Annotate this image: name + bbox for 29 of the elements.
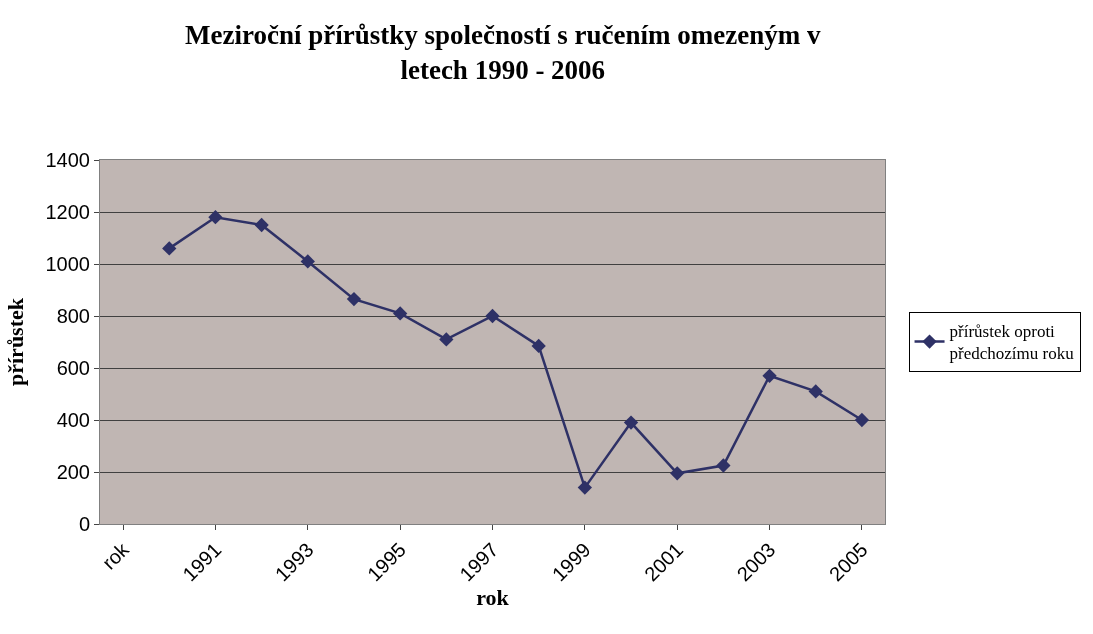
point [670, 466, 685, 481]
point [208, 210, 223, 225]
y-tick-label: 200 [56, 461, 90, 483]
y-tick-label: 1200 [45, 201, 90, 223]
y-axis-title: přírůstek [3, 297, 29, 386]
y-tick-label: 800 [56, 305, 90, 327]
chart-title: Meziroční přírůstky společností s ručením omezeným v letech 1990 - 2006 [185, 20, 821, 86]
point [346, 291, 362, 307]
y-tick-label: 400 [56, 409, 90, 431]
x-tick-label: rok [97, 537, 134, 574]
point [439, 332, 454, 347]
x-axis-title: rok [476, 585, 510, 611]
point [485, 308, 500, 324]
point [808, 384, 823, 399]
y-tick-label: 600 [56, 357, 90, 379]
legend-label: přírůstek oproti předchozímu roku [949, 322, 1075, 364]
point [254, 217, 269, 233]
point [762, 368, 777, 383]
point [162, 241, 177, 256]
point [854, 412, 870, 428]
y-tick-label: 1000 [45, 253, 90, 275]
point [300, 254, 315, 269]
point [716, 458, 731, 473]
point [393, 306, 408, 321]
point [577, 480, 592, 495]
point [531, 338, 546, 354]
point [623, 415, 639, 430]
y-tick-label: 1400 [45, 149, 90, 171]
y-tick-label: 0 [78, 513, 90, 535]
